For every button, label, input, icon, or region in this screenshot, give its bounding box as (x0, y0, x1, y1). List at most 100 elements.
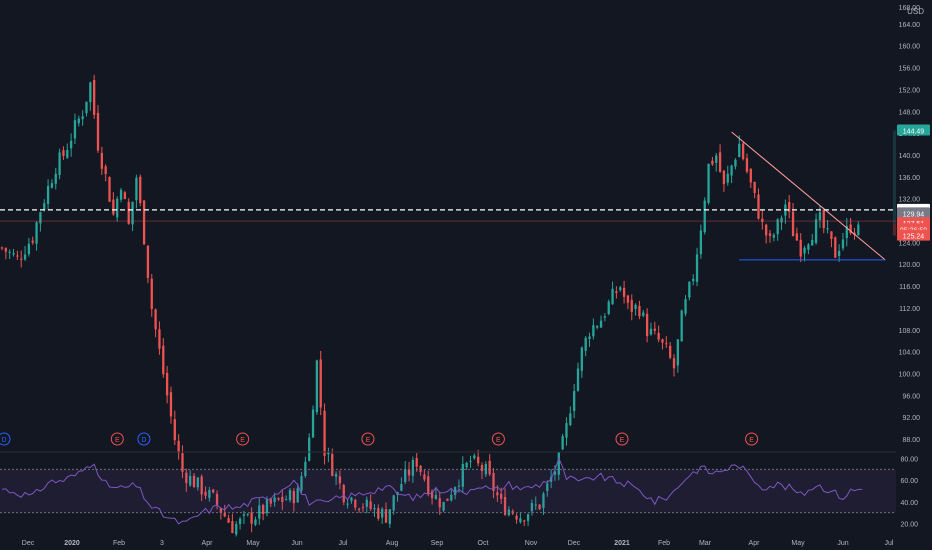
candle[interactable] (496, 485, 499, 502)
candle[interactable] (31, 236, 34, 245)
candle[interactable] (269, 497, 272, 508)
candle[interactable] (154, 308, 157, 338)
candle[interactable] (561, 433, 564, 450)
candle[interactable] (661, 338, 664, 350)
candle[interactable] (726, 165, 729, 186)
candle[interactable] (404, 461, 407, 485)
candle[interactable] (77, 115, 80, 127)
candle[interactable] (480, 462, 484, 480)
candle[interactable] (258, 498, 261, 525)
candle[interactable] (315, 359, 319, 415)
candle[interactable] (477, 449, 480, 467)
candle[interactable] (350, 496, 353, 504)
candle[interactable] (684, 295, 687, 317)
candle[interactable] (553, 465, 557, 481)
event-marker[interactable]: E (236, 432, 250, 446)
candle[interactable] (308, 433, 311, 462)
candle[interactable] (588, 332, 591, 347)
candle[interactable] (745, 153, 749, 174)
candle[interactable] (772, 232, 775, 242)
candle[interactable] (688, 281, 691, 301)
candle[interactable] (419, 465, 422, 476)
candle[interactable] (300, 471, 303, 494)
candle[interactable] (93, 74, 96, 119)
candle[interactable] (361, 503, 365, 513)
candle[interactable] (39, 211, 42, 232)
event-marker[interactable]: E (491, 432, 505, 446)
candle[interactable] (830, 231, 833, 248)
candle[interactable] (35, 221, 38, 251)
candle[interactable] (488, 454, 491, 477)
candle[interactable] (465, 461, 468, 471)
candle[interactable] (791, 202, 795, 237)
candle[interactable] (242, 510, 246, 525)
candle[interactable] (46, 179, 50, 210)
candle[interactable] (596, 325, 599, 330)
candle[interactable] (557, 451, 560, 481)
candle[interactable] (611, 281, 614, 305)
candle[interactable] (515, 513, 518, 524)
candle[interactable] (16, 250, 19, 261)
candle[interactable] (788, 194, 791, 219)
candle[interactable] (338, 470, 342, 490)
candle[interactable] (780, 215, 783, 231)
candle[interactable] (765, 223, 768, 244)
candle[interactable] (354, 498, 357, 511)
event-marker[interactable]: D (0, 432, 11, 446)
candle[interactable] (346, 499, 349, 509)
candle[interactable] (761, 210, 764, 230)
candle[interactable] (741, 141, 745, 161)
candle[interactable] (442, 501, 445, 513)
candle[interactable] (692, 274, 695, 286)
candle[interactable] (795, 227, 799, 242)
candle[interactable] (116, 196, 119, 222)
candle[interactable] (377, 504, 380, 521)
candle[interactable] (576, 362, 580, 392)
candle[interactable] (150, 274, 153, 317)
candle[interactable] (718, 144, 722, 173)
candle[interactable] (123, 190, 127, 200)
candle[interactable] (722, 170, 726, 192)
candle[interactable] (715, 153, 718, 172)
candle[interactable] (12, 248, 15, 257)
candle[interactable] (457, 479, 461, 493)
candle[interactable] (546, 480, 549, 497)
candle[interactable] (657, 325, 660, 343)
candle[interactable] (58, 148, 61, 180)
candle[interactable] (645, 308, 649, 343)
candle[interactable] (135, 174, 138, 209)
event-marker[interactable]: E (110, 432, 124, 446)
candle[interactable] (288, 487, 292, 503)
candle[interactable] (238, 516, 242, 530)
candle[interactable] (768, 229, 772, 243)
candle[interactable] (407, 461, 411, 482)
candle[interactable] (192, 472, 196, 488)
candle[interactable] (365, 496, 368, 514)
candle[interactable] (212, 488, 215, 494)
candle[interactable] (8, 249, 11, 259)
candle[interactable] (730, 164, 733, 184)
candle[interactable] (261, 503, 265, 521)
price-candles[interactable] (0, 74, 860, 537)
candle[interactable] (734, 158, 737, 170)
candle[interactable] (649, 322, 653, 336)
candle[interactable] (169, 386, 173, 424)
candle[interactable] (473, 453, 476, 460)
candle[interactable] (450, 489, 453, 502)
long-position-tool[interactable] (892, 130, 896, 236)
candle[interactable] (162, 338, 165, 378)
candle[interactable] (208, 486, 211, 502)
candle[interactable] (27, 237, 31, 257)
candle[interactable] (250, 507, 253, 533)
candle[interactable] (331, 448, 334, 477)
candle[interactable] (119, 187, 123, 203)
candle[interactable] (530, 499, 534, 516)
candle[interactable] (108, 176, 111, 202)
candle[interactable] (158, 321, 161, 355)
rsi-axis[interactable]: 80.00 60.00 40.00 20.00 (900, 457, 918, 529)
candle[interactable] (803, 245, 806, 262)
candle[interactable] (273, 492, 276, 507)
candle[interactable] (837, 244, 841, 263)
